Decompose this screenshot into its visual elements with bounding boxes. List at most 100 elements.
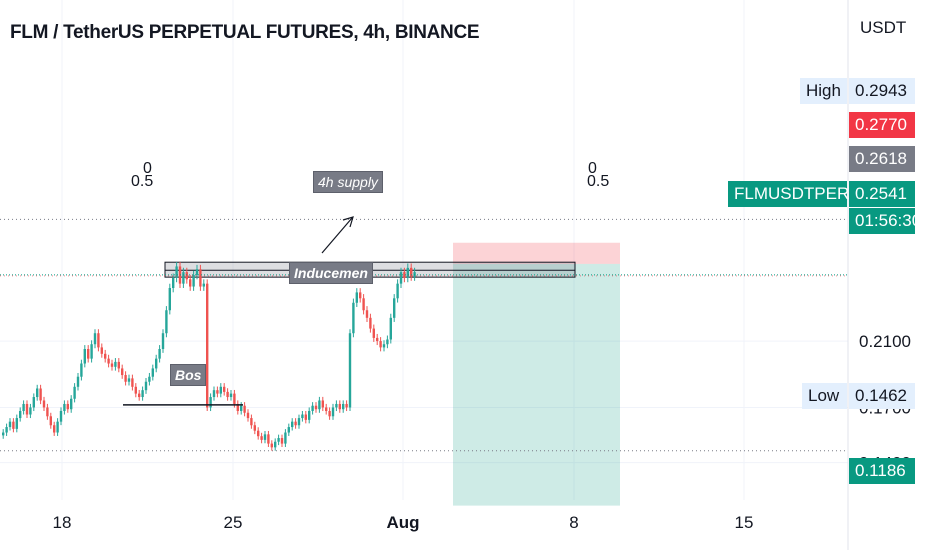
x-tick-label: 8 [569, 513, 579, 532]
candle-body [172, 277, 175, 289]
candle [107, 354, 110, 368]
candle-body [148, 376, 151, 382]
candle-body [243, 405, 246, 413]
candle [236, 400, 239, 415]
candle [22, 400, 25, 415]
chart-title: FLM / TetherUS PERPETUAL FUTURES, 4h, BI… [10, 22, 480, 43]
candle-body [304, 414, 307, 420]
candle [223, 383, 226, 396]
candle-body [297, 418, 301, 426]
candle-body [199, 269, 202, 287]
bos-label[interactable]: Bos [170, 364, 207, 386]
candle [117, 358, 120, 373]
candle [161, 329, 165, 353]
candle-body [8, 421, 12, 428]
candle-body [32, 397, 35, 408]
candle [253, 421, 256, 435]
candle-body [42, 400, 46, 408]
candle [155, 354, 158, 373]
stop-price-tag[interactable]: 0.2770 [849, 112, 915, 138]
candle [399, 267, 403, 288]
candle-body [294, 421, 297, 426]
candle-body [161, 333, 165, 349]
candle [206, 279, 209, 412]
candle-body [66, 403, 69, 410]
candle [19, 407, 22, 422]
candle-body [144, 381, 148, 391]
candle [100, 343, 103, 358]
target-price-tag[interactable]: 0.1186 [849, 458, 915, 484]
candle-body [257, 430, 260, 437]
candle [294, 418, 297, 429]
stop-zone[interactable] [453, 242, 620, 264]
candle-body [308, 410, 311, 420]
candle-body [355, 292, 358, 303]
supply-zone-label[interactable]: 4h supply [313, 171, 383, 193]
candle [185, 267, 188, 284]
candle-body [141, 390, 144, 398]
inducement-label[interactable]: Inducemen [289, 262, 373, 284]
candle [53, 421, 56, 436]
candle [97, 329, 100, 352]
candle [243, 402, 246, 417]
fib-zero-right[interactable]: 0 [588, 160, 597, 177]
candle-body [209, 397, 212, 408]
candle-body [389, 317, 392, 340]
candle [25, 400, 29, 419]
candle-body [189, 279, 192, 287]
candle-body [131, 378, 134, 387]
candle [314, 402, 318, 413]
candle [29, 403, 32, 419]
candle-body [342, 403, 345, 410]
candle [297, 414, 301, 429]
candle [93, 329, 97, 349]
candle-body [335, 403, 338, 408]
candle-body [246, 412, 250, 419]
candle-body [53, 425, 56, 433]
candle [311, 402, 314, 415]
candle [219, 383, 222, 398]
candle [376, 333, 379, 346]
candle [335, 400, 338, 412]
candle [56, 418, 59, 436]
last-price-tag: 0.2541 [849, 181, 915, 207]
candle [345, 400, 348, 412]
fib-zero-left[interactable]: 0 [143, 160, 152, 177]
candle-body [229, 393, 233, 398]
candle [124, 371, 127, 386]
candle [131, 374, 134, 391]
candle-body [348, 333, 352, 408]
candle [127, 374, 131, 386]
candle-body [393, 298, 396, 318]
candle [386, 335, 389, 349]
candle-body [240, 405, 243, 411]
candle [372, 324, 375, 342]
entry-price-tag[interactable]: 0.2618 [849, 146, 915, 172]
candle-body [22, 403, 25, 411]
candle [66, 400, 69, 413]
high-label-tag: High [800, 78, 847, 104]
candle-body [80, 363, 83, 377]
candle-body [352, 302, 355, 334]
candle-body [29, 407, 32, 415]
target-zone[interactable] [453, 263, 620, 506]
inducement-arrow[interactable] [321, 217, 353, 254]
candle [389, 313, 392, 344]
fib-half-right[interactable]: 0.5 [587, 173, 610, 190]
candle-body [206, 283, 209, 408]
candle [359, 288, 362, 303]
x-tick-label: 25 [223, 513, 243, 532]
candle [189, 274, 192, 291]
candle [59, 407, 63, 426]
candle-body [212, 390, 216, 398]
candle-body [270, 443, 273, 448]
candle [321, 396, 324, 412]
symbol-tag: FLMUSDTPERP [728, 181, 861, 207]
candle-body [311, 405, 314, 411]
countdown-tag: 01:56:30 [849, 208, 921, 234]
candle-body [138, 393, 141, 398]
candle-body [277, 438, 280, 442]
currency-label: USDT [860, 18, 907, 37]
candle [158, 345, 161, 363]
fib-half-left[interactable]: 0.5 [131, 173, 154, 190]
